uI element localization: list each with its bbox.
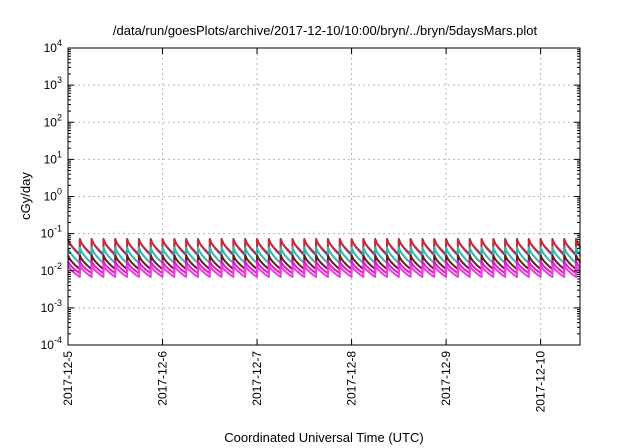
y-axis-label: cGy/day (18, 172, 33, 220)
y-tick-label: 10-2 (41, 261, 62, 278)
y-tick-label: 10-1 (41, 224, 62, 241)
x-tick-label: 2017-12-10 (534, 351, 548, 413)
y-tick-label: 103 (44, 75, 62, 92)
chart-title: /data/run/goesPlots/archive/2017-12-10/1… (113, 23, 538, 38)
x-axis: 2017-12-5 2017-12-6 2017-12-7 2017-12-8 2017… (61, 48, 548, 412)
y-tick-label: 10-3 (41, 298, 62, 315)
series-line (67, 254, 581, 271)
x-tick-label: 2017-12-9 (439, 351, 453, 406)
x-tick-label: 2017-12-5 (61, 351, 75, 406)
series-line (67, 264, 581, 278)
x-tick-label: 2017-12-8 (345, 351, 359, 406)
series-line (67, 238, 581, 256)
y-tick-label: 101 (44, 149, 62, 166)
y-axis: 104 103 102 101 100 10-1 10-2 10-3 10-4 (41, 38, 580, 352)
series-line (67, 260, 581, 275)
y-tick-label: 102 (44, 112, 62, 129)
y-tick-label: 10-4 (41, 335, 62, 352)
y-tick-label: 104 (44, 38, 62, 55)
x-tick-label: 2017-12-7 (250, 351, 264, 406)
x-tick-label: 2017-12-6 (156, 351, 170, 406)
series-group (67, 237, 581, 278)
series-line (67, 246, 581, 265)
y-tick-label: 100 (44, 187, 62, 204)
x-axis-label: Coordinated Universal Time (UTC) (224, 430, 423, 445)
